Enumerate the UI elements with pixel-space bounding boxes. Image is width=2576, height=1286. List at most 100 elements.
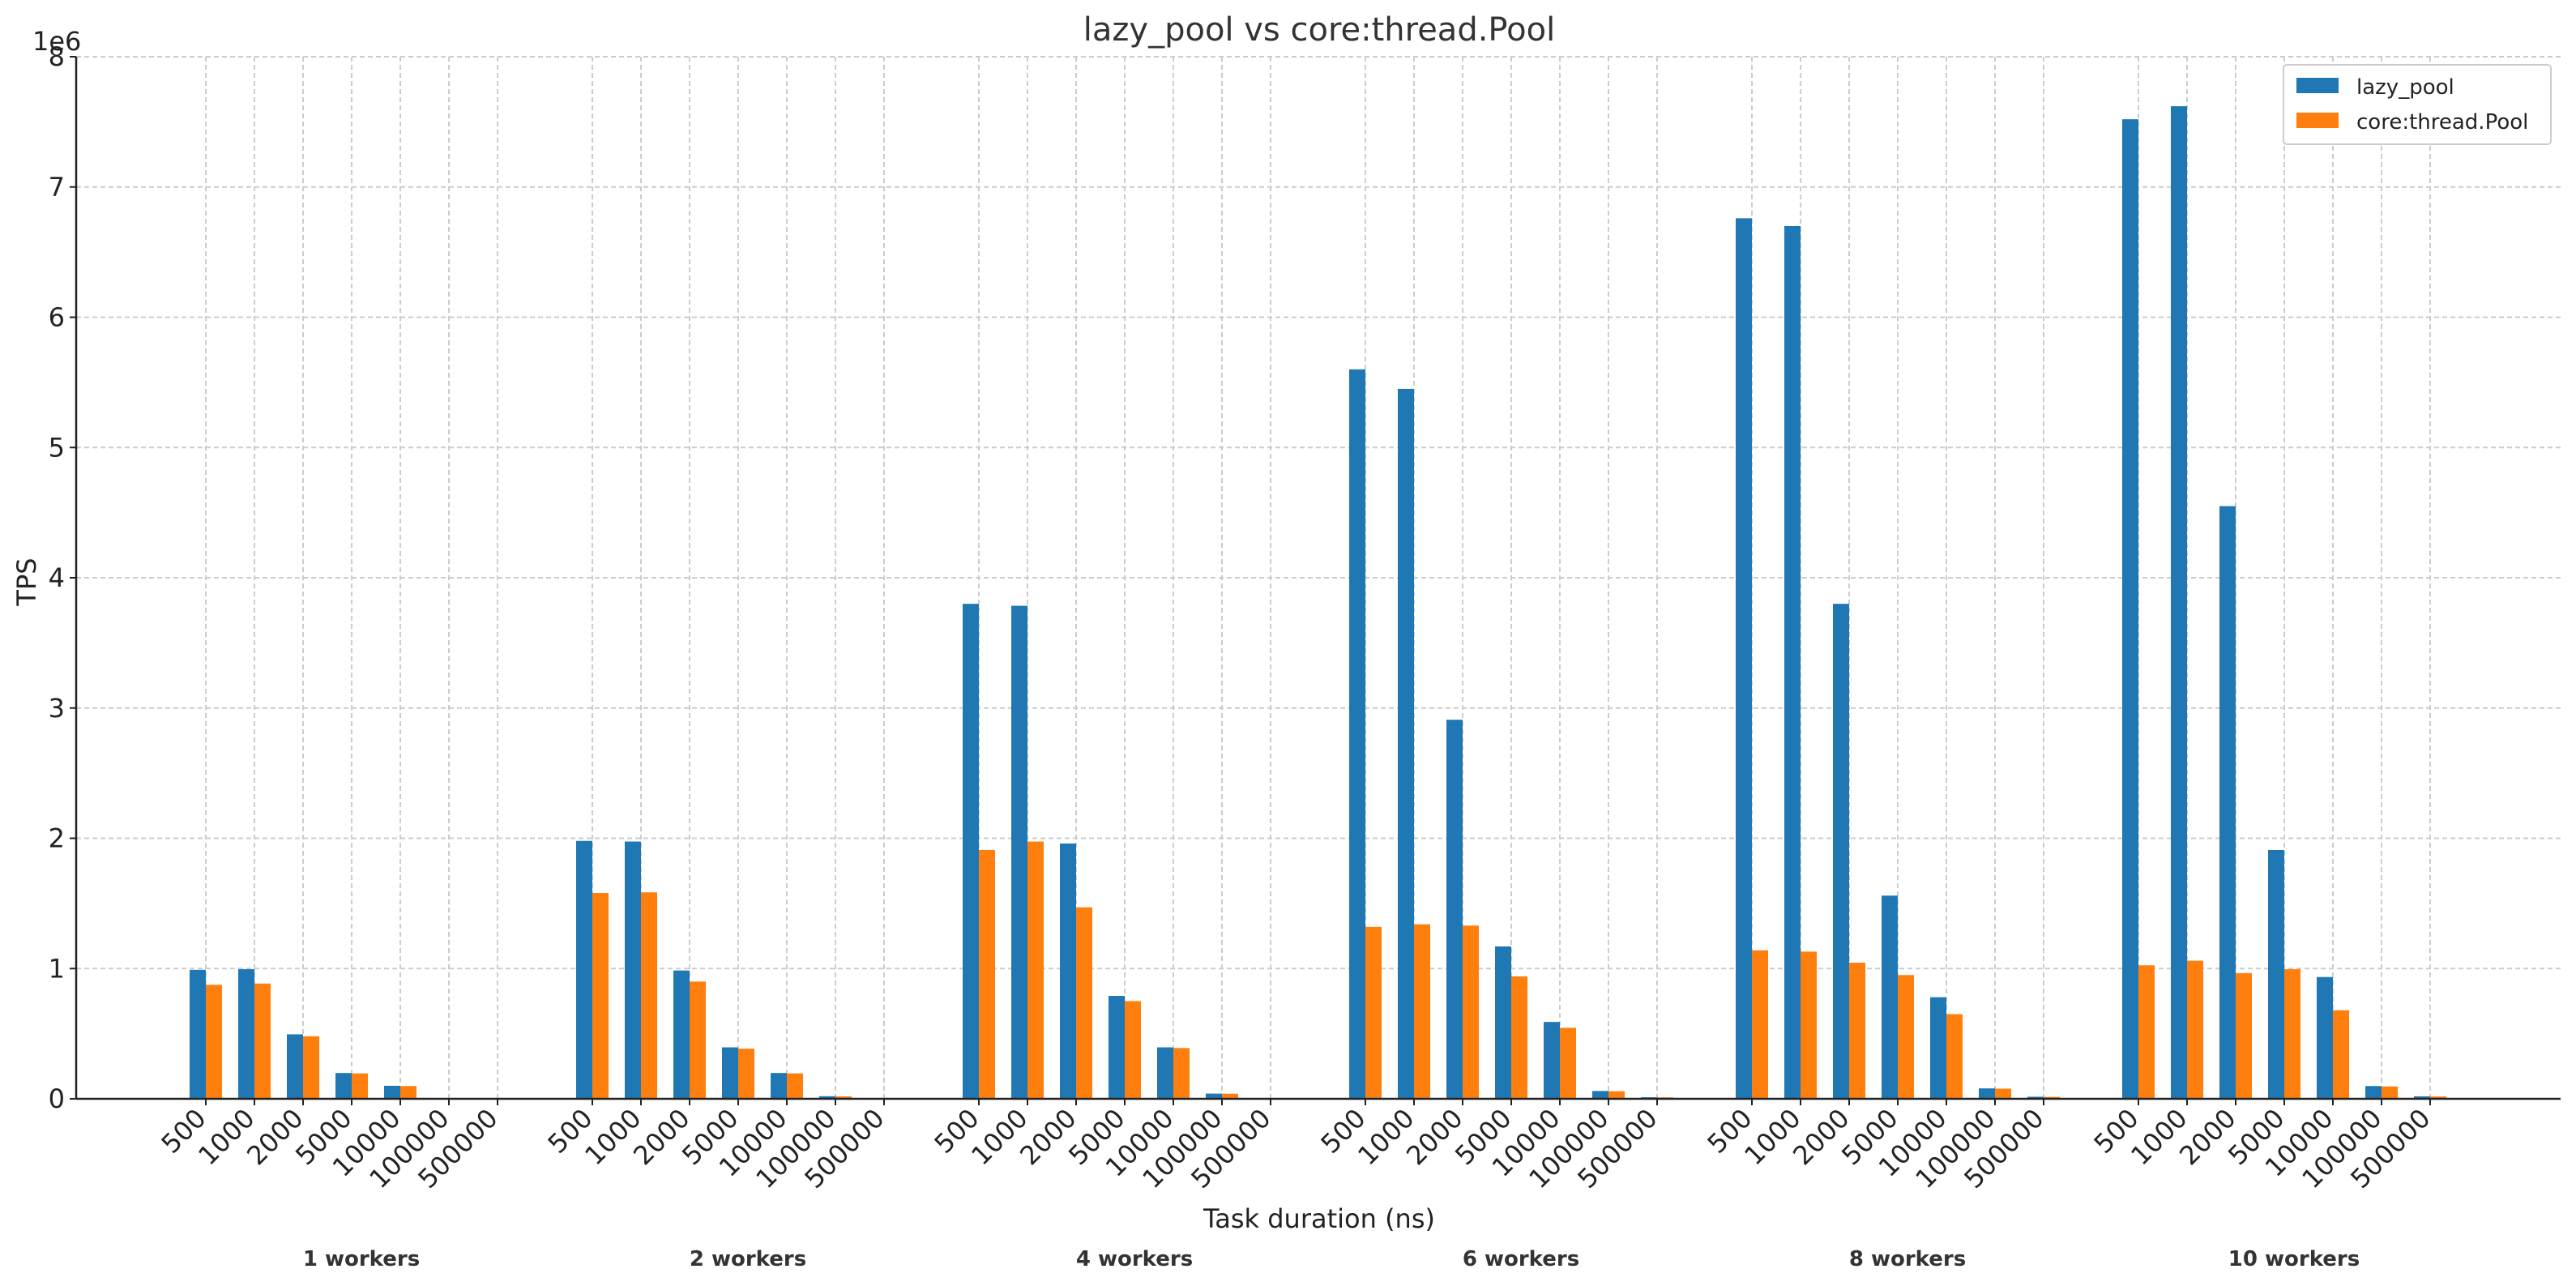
bar-core-thread-pool bbox=[2382, 1086, 2398, 1099]
y-tick-label: 1 bbox=[49, 953, 65, 984]
bar-lazy-pool bbox=[1446, 720, 1463, 1099]
bar-core-thread-pool bbox=[2284, 969, 2300, 1099]
y-tick-label: 2 bbox=[49, 823, 65, 854]
bar-lazy-pool bbox=[1544, 1022, 1560, 1099]
bar-core-thread-pool bbox=[835, 1096, 852, 1099]
bar-lazy-pool bbox=[2414, 1096, 2430, 1099]
y-axis-label: TPS bbox=[11, 558, 42, 606]
y-tick-label: 0 bbox=[49, 1083, 65, 1114]
bar-core-thread-pool bbox=[1027, 841, 1044, 1099]
bar-lazy-pool bbox=[1979, 1088, 1995, 1099]
bar-lazy-pool bbox=[1011, 605, 1027, 1099]
bar-core-thread-pool bbox=[1849, 963, 1865, 1099]
group-label: 6 workers bbox=[1463, 1247, 1579, 1271]
bar-lazy-pool bbox=[722, 1047, 738, 1099]
bar-lazy-pool bbox=[1833, 604, 1849, 1099]
bar-core-thread-pool bbox=[2187, 960, 2203, 1099]
bar-lazy-pool bbox=[335, 1073, 352, 1099]
bar-core-thread-pool bbox=[1076, 907, 1092, 1099]
group-label: 8 workers bbox=[1849, 1247, 1966, 1271]
bar-core-thread-pool bbox=[400, 1086, 417, 1099]
bar-lazy-pool bbox=[384, 1085, 400, 1099]
group-label: 10 workers bbox=[2228, 1247, 2360, 1271]
bar-core-thread-pool bbox=[1125, 1001, 1141, 1099]
bar-core-thread-pool bbox=[1414, 924, 1430, 1099]
legend-label-core-thread-pool: core:thread.Pool bbox=[2356, 110, 2528, 135]
legend: lazy_pool core:thread.Pool bbox=[2283, 64, 2552, 145]
y-tick-label: 5 bbox=[49, 432, 65, 463]
bar-lazy-pool bbox=[1495, 946, 1511, 1099]
chart-title: lazy_pool vs core:thread.Pool bbox=[1083, 11, 1555, 49]
bar-lazy-pool bbox=[2171, 106, 2187, 1100]
bar-core-thread-pool bbox=[1946, 1014, 1963, 1099]
bar-core-thread-pool bbox=[787, 1073, 803, 1099]
bar-core-thread-pool bbox=[2236, 972, 2252, 1099]
bar-core-thread-pool bbox=[1608, 1091, 1625, 1099]
axes-layer bbox=[70, 56, 2561, 1105]
legend-label-lazy-pool: lazy_pool bbox=[2356, 75, 2454, 100]
bar-core-thread-pool bbox=[738, 1049, 754, 1099]
bar-lazy-pool bbox=[1930, 997, 1946, 1099]
bar-lazy-pool bbox=[1398, 388, 1414, 1100]
bar-lazy-pool bbox=[2268, 849, 2284, 1099]
grid-lines bbox=[76, 56, 2561, 1100]
y-tick-label: 8 bbox=[49, 41, 65, 72]
bar-core-thread-pool bbox=[979, 849, 995, 1099]
bar-core-thread-pool bbox=[1463, 925, 1479, 1099]
bar-core-thread-pool bbox=[1222, 1093, 1238, 1099]
bar-lazy-pool bbox=[819, 1096, 835, 1099]
bar-core-thread-pool bbox=[352, 1073, 368, 1099]
bar-core-thread-pool bbox=[1365, 926, 1382, 1099]
y-tick-label: 4 bbox=[49, 562, 65, 593]
bar-core-thread-pool bbox=[2333, 1010, 2349, 1099]
bar-core-thread-pool bbox=[303, 1036, 319, 1099]
bar-lazy-pool bbox=[1109, 996, 1125, 1099]
bar-core-thread-pool bbox=[1511, 976, 1527, 1099]
group-label: 2 workers bbox=[690, 1247, 806, 1271]
bar-core-thread-pool bbox=[1898, 975, 1914, 1099]
legend-swatch-core-thread-pool bbox=[2296, 113, 2339, 128]
bar-core-thread-pool bbox=[641, 892, 657, 1099]
group-label: 4 workers bbox=[1076, 1247, 1193, 1271]
bar-lazy-pool bbox=[1592, 1091, 1608, 1099]
bar-lazy-pool bbox=[2317, 976, 2333, 1099]
bar-lazy-pool bbox=[1784, 225, 1801, 1100]
bar-lazy-pool bbox=[1736, 218, 1752, 1100]
bar-core-thread-pool bbox=[206, 985, 222, 1099]
bar-core-thread-pool bbox=[1173, 1048, 1190, 1099]
bar-lazy-pool bbox=[287, 1034, 303, 1099]
bar-core-thread-pool bbox=[1801, 951, 1817, 1099]
bar-lazy-pool bbox=[1882, 895, 1898, 1099]
bar-core-thread-pool bbox=[2138, 965, 2155, 1099]
bar-core-thread-pool bbox=[1560, 1028, 1576, 1099]
bar-core-thread-pool bbox=[1752, 950, 1768, 1099]
legend-frame bbox=[2283, 64, 2552, 145]
bar-lazy-pool bbox=[2219, 506, 2236, 1099]
bar-lazy-pool bbox=[2122, 119, 2138, 1099]
group-labels: 1 workers 2 workers 4 workers 6 workers 8 wo… bbox=[303, 1247, 2360, 1271]
bar-lazy-pool bbox=[576, 840, 592, 1099]
bar-core-thread-pool bbox=[254, 983, 271, 1099]
bar-core-thread-pool bbox=[1995, 1088, 2011, 1099]
legend-swatch-lazy-pool bbox=[2296, 78, 2339, 93]
bar-lazy-pool bbox=[673, 970, 690, 1099]
x-axis-label: Task duration (ns) bbox=[1203, 1203, 1435, 1234]
bar-lazy-pool bbox=[238, 969, 254, 1099]
bar-core-thread-pool bbox=[690, 981, 706, 1099]
bar-lazy-pool bbox=[1060, 843, 1076, 1099]
bar-lazy-pool bbox=[2365, 1086, 2382, 1099]
y-multiplier-label: 1e6 bbox=[32, 26, 81, 57]
bar-core-thread-pool bbox=[592, 893, 609, 1099]
bar-lazy-pool bbox=[1206, 1093, 1222, 1099]
bar-lazy-pool bbox=[2027, 1096, 2044, 1099]
y-tick-label: 7 bbox=[49, 172, 65, 203]
bars-layer bbox=[190, 106, 2446, 1100]
bar-lazy-pool bbox=[1349, 369, 1365, 1099]
bar-lazy-pool bbox=[190, 969, 206, 1099]
bar-lazy-pool bbox=[771, 1073, 787, 1099]
y-tick-label: 6 bbox=[49, 302, 65, 333]
bar-lazy-pool bbox=[625, 841, 641, 1099]
bar-lazy-pool bbox=[1157, 1047, 1173, 1099]
y-tick-labels: 0 1 2 3 4 5 6 7 8 bbox=[49, 41, 65, 1114]
